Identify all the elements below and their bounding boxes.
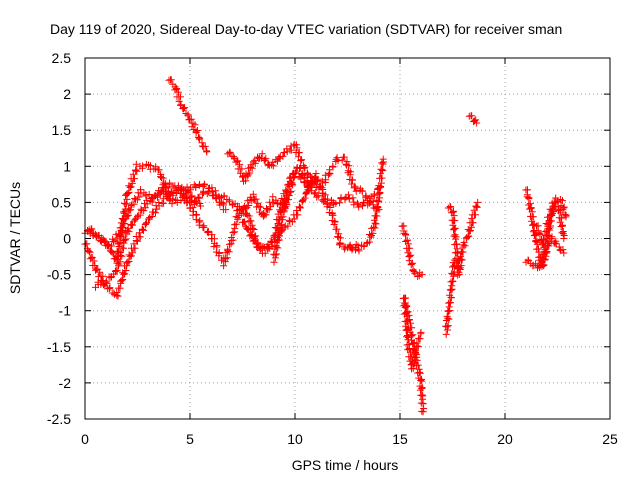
data-point-marks <box>400 294 425 373</box>
series-track-15 <box>442 256 459 338</box>
series-track-20 <box>533 194 570 251</box>
data-point-marks <box>533 194 570 251</box>
data-point-marks <box>85 184 230 250</box>
data-point-marks <box>270 191 291 266</box>
data-point-marks <box>165 76 211 156</box>
data-marks <box>81 76 570 416</box>
series-track-9 <box>239 170 320 257</box>
series-track-5 <box>85 184 230 250</box>
plot-frame <box>84 57 611 420</box>
y-tick-label: 0.5 <box>52 194 72 210</box>
x-tick-label: 5 <box>186 431 194 447</box>
x-axis-label: GPS time / hours <box>292 457 399 473</box>
series-track-8 <box>220 163 362 270</box>
x-tick-label: 25 <box>602 431 618 447</box>
data-point-marks <box>444 198 482 279</box>
data-point-marks <box>398 222 426 280</box>
y-tick-label: -2 <box>59 375 72 391</box>
data-point-marks <box>522 186 568 270</box>
y-tick-label: 1.5 <box>52 122 72 138</box>
data-point-marks <box>344 155 387 255</box>
series-track-16 <box>444 198 482 279</box>
y-tick-label: -1.5 <box>47 339 71 355</box>
data-point-marks <box>442 256 459 338</box>
y-tick-label: -2.5 <box>47 411 71 427</box>
series-track-14 <box>400 294 425 373</box>
data-point-marks <box>465 112 481 127</box>
y-tick-label: -1 <box>59 303 72 319</box>
axis-ticks: 0 5 10 15 20 25 2.5 2 1.5 1 0.5 0 -0.5 -1 -1.5 -2 -2.5 <box>47 50 618 447</box>
y-tick-label: 2.5 <box>52 50 72 66</box>
data-point-marks <box>522 233 568 272</box>
series-track-10 <box>270 191 291 266</box>
series-track-12 <box>398 222 426 280</box>
x-tick-label: 10 <box>287 431 303 447</box>
series-track-11 <box>344 155 387 255</box>
data-point-marks <box>239 170 320 257</box>
series-track-18 <box>522 186 568 270</box>
data-point-marks <box>224 140 383 214</box>
y-axis-label: SDTVAR / TECUs <box>7 182 23 294</box>
y-tick-label: 2 <box>63 86 71 102</box>
series-track-17 <box>465 112 481 127</box>
grid <box>85 58 610 419</box>
y-tick-label: -0.5 <box>47 267 71 283</box>
chart-title: Day 119 of 2020, Sidereal Day-to-day VTE… <box>50 21 562 37</box>
x-tick-label: 20 <box>497 431 513 447</box>
series-track-19 <box>522 233 568 272</box>
data-point-marks <box>220 163 362 270</box>
y-tick-label: 1 <box>63 158 71 174</box>
x-tick-label: 0 <box>81 431 89 447</box>
series-track-6 <box>224 140 383 214</box>
y-tick-label: 0 <box>63 231 71 247</box>
x-tick-label: 15 <box>392 431 408 447</box>
series-track-4 <box>165 76 211 156</box>
